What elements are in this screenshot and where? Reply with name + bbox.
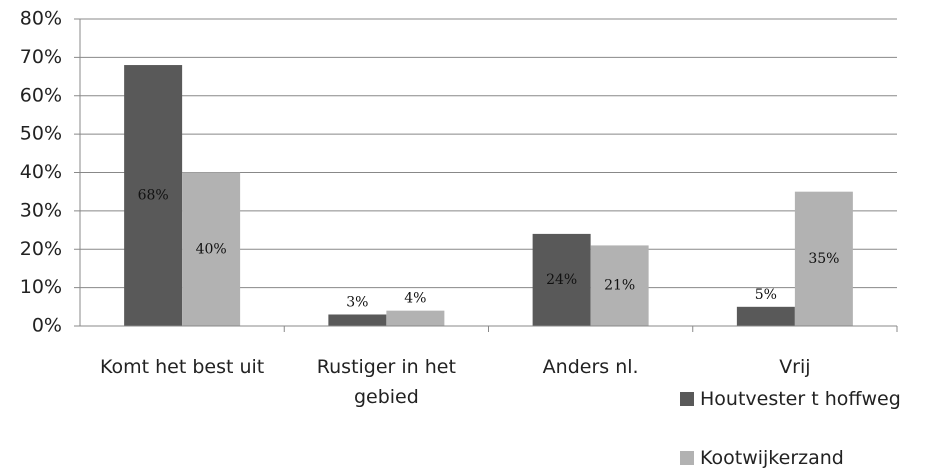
x-tick-label: Komt het best uit	[99, 356, 265, 378]
bar	[386, 310, 445, 326]
legend-item: Kootwijkerzand	[680, 447, 844, 469]
bar	[532, 233, 591, 326]
bar	[124, 65, 183, 327]
value-label: 5%	[755, 287, 777, 303]
legend-swatch	[680, 392, 694, 406]
legend-label: Kootwijkerzand	[700, 447, 844, 469]
y-tick-label: 60%	[20, 84, 62, 106]
legend-label: Houtvester t hoffweg	[700, 388, 901, 410]
x-tick-label: Vrij	[779, 356, 811, 378]
value-label: 21%	[604, 278, 635, 294]
value-label: 4%	[404, 291, 426, 307]
value-label: 40%	[196, 241, 227, 257]
y-tick-label: 70%	[20, 46, 62, 68]
value-label: 24%	[546, 272, 577, 288]
y-tick-label: 0%	[32, 315, 62, 337]
y-tick-label: 30%	[20, 199, 62, 221]
x-tick-label: Rustiger in het gebied	[316, 356, 456, 408]
bar	[794, 191, 853, 326]
bar	[328, 314, 387, 326]
y-tick-label: 10%	[20, 276, 62, 298]
y-tick-label: 40%	[20, 161, 62, 183]
legend-item: Houtvester t hoffweg	[680, 388, 901, 410]
y-tick-label: 80%	[20, 8, 62, 30]
y-tick-label: 20%	[20, 238, 62, 260]
bar	[590, 245, 649, 326]
value-label: 35%	[808, 251, 839, 267]
legend-swatch	[680, 451, 694, 465]
y-tick-label: 50%	[20, 123, 62, 145]
value-label: 68%	[138, 188, 169, 204]
value-label: 3%	[346, 294, 368, 310]
bar	[736, 306, 795, 326]
x-tick-label: Anders nl.	[542, 356, 639, 378]
bar	[182, 172, 241, 326]
